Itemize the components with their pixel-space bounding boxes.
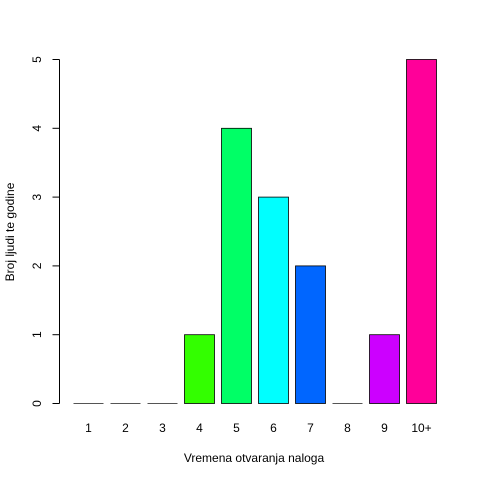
y-tick-label: 0	[30, 400, 44, 407]
x-tick-label: 10+	[411, 421, 431, 435]
x-tick-label: 8	[344, 421, 351, 435]
bar-4	[184, 334, 215, 404]
x-tick-label: 1	[85, 421, 92, 435]
y-tick-label: 4	[30, 125, 44, 132]
bars-group	[73, 59, 437, 404]
x-tick-labels: 1 2 3 4 5 6 7 8 9 10+	[85, 421, 432, 435]
y-tick-label: 1	[30, 331, 44, 338]
y-tick-label: 5	[30, 56, 44, 63]
bar-9	[369, 334, 400, 404]
y-axis: 0 1 2 3 4 5	[30, 56, 60, 407]
x-tick-label: 4	[196, 421, 203, 435]
x-tick-label: 5	[233, 421, 240, 435]
bar-6	[258, 196, 289, 404]
x-axis-title: Vremena otvaranja naloga	[184, 451, 325, 465]
x-tick-label: 2	[122, 421, 129, 435]
x-tick-label: 9	[381, 421, 388, 435]
y-tick-label: 2	[30, 262, 44, 269]
y-axis-title: Broj ljudi te godine	[3, 182, 17, 281]
x-tick-label: 7	[307, 421, 314, 435]
x-tick-label: 6	[270, 421, 277, 435]
bar-7	[295, 265, 326, 404]
bar-5	[221, 127, 252, 404]
y-tick-label: 3	[30, 193, 44, 200]
bar-10+	[406, 59, 437, 404]
x-tick-label: 3	[159, 421, 166, 435]
